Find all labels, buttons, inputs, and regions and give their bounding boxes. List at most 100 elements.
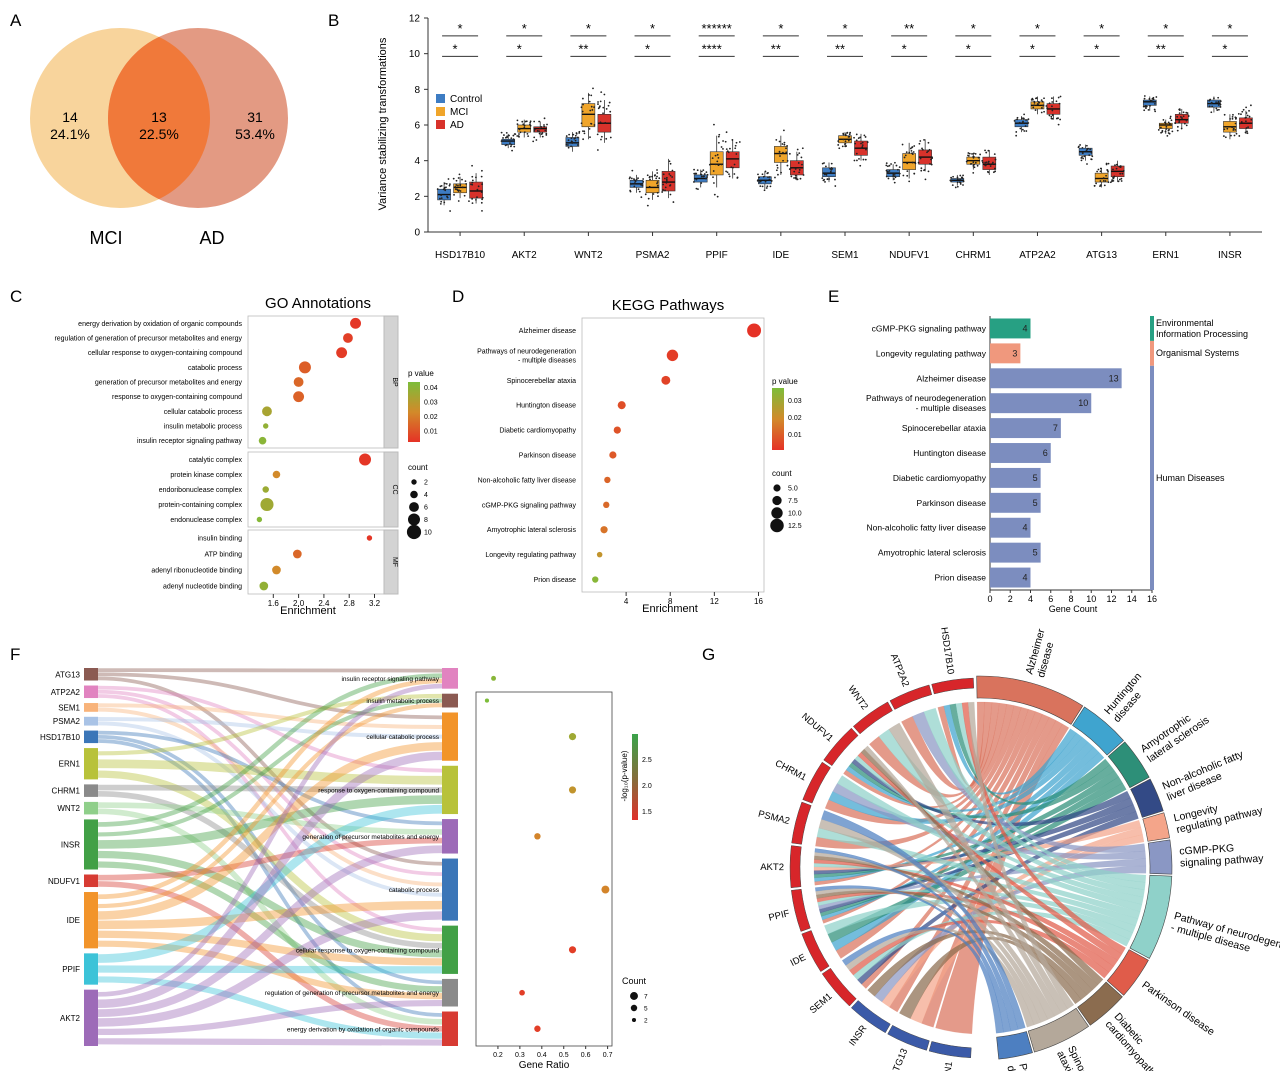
chord-pathway-arc <box>1130 778 1164 818</box>
box-jitter-point <box>656 175 658 178</box>
gene-count-category: Spinocerebellar ataxia <box>902 423 986 433</box>
box-jitter-point <box>590 123 593 125</box>
box-jitter-point <box>445 182 448 185</box>
box-jitter-point <box>504 144 507 147</box>
box-jitter-point <box>656 184 659 187</box>
kegg-legend-color-title: p value <box>772 377 798 386</box>
box-jitter-point <box>893 178 895 180</box>
sig-mark-top: * <box>458 21 463 36</box>
box-jitter-point <box>950 179 953 182</box>
box-jitter-point <box>545 134 548 136</box>
box-jitter-point <box>471 183 474 186</box>
box-jitter-point <box>910 149 913 152</box>
venn-ad-label: AD <box>199 228 224 248</box>
kegg-title: KEGG Pathways <box>612 297 725 314</box>
box-jitter-point <box>702 169 705 172</box>
box-jitter-point <box>769 185 772 188</box>
box-jitter-point <box>959 174 962 177</box>
box-jitter-point <box>913 145 916 147</box>
box-jitter-point <box>823 162 825 164</box>
box-jitter-point <box>761 173 764 176</box>
box-jitter-point <box>656 169 658 171</box>
go-term-dot <box>336 347 348 359</box>
box-jitter-point <box>575 132 578 135</box>
box-jitter-point <box>1021 117 1023 120</box>
go-legend-size-dot <box>411 479 417 485</box>
facet-strip <box>383 451 399 528</box>
box-jitter-point <box>776 164 779 167</box>
box-jitter-point <box>638 190 641 193</box>
venn-overlap-count: 13 <box>151 109 167 125</box>
box-jitter-point <box>449 210 451 212</box>
box-jitter-point <box>859 164 862 167</box>
kegg-legend-color-tick: 0.01 <box>788 432 802 439</box>
box-jitter-point <box>666 179 668 182</box>
box-jitter-point <box>994 158 997 161</box>
box-jitter-point <box>793 177 795 179</box>
sankey-term-label: generation of precursor metabolites and … <box>302 834 439 841</box>
box-jitter-point <box>1102 180 1105 182</box>
box-jitter-point <box>568 133 571 136</box>
box-jitter-point <box>471 164 473 167</box>
box-jitter-point <box>452 177 455 180</box>
box-jitter-point <box>1090 151 1093 154</box>
box-jitter-point <box>901 143 904 146</box>
box-jitter-point <box>637 188 640 191</box>
box-jitter-point <box>1180 127 1183 130</box>
sankey-link <box>97 707 443 887</box>
box-jitter-point <box>1231 126 1234 129</box>
kegg-term-label: Parkinson disease <box>519 453 576 460</box>
box-jitter-point <box>785 151 788 154</box>
box-jitter-point <box>480 201 483 204</box>
chord-pathway-arc <box>1147 839 1173 875</box>
box-jitter-point <box>1104 180 1107 182</box>
box-jitter-point <box>570 140 573 143</box>
panel-label-g: G <box>702 645 715 664</box>
sankey-diagram: ATG13 ATP2A2 SEM1 PSMA2 HSD17B10 ERN1 CHRM1 WNT… <box>40 668 652 1071</box>
chord-ribbon <box>955 702 1147 883</box>
box-jitter-point <box>574 139 577 142</box>
box-jitter-point <box>789 167 792 170</box>
kegg-term-label: Prion disease <box>534 577 577 584</box>
box-jitter-point <box>1119 165 1122 167</box>
box-jitter-point <box>536 129 539 132</box>
x-tick-label-sem1: SEM1 <box>831 250 859 261</box>
go-legend-size-dot <box>409 502 419 512</box>
box-jitter-point <box>959 183 962 185</box>
box-jitter-point <box>443 182 446 185</box>
box-jitter-point <box>713 182 715 184</box>
chord-pathway-arc <box>996 1031 1033 1060</box>
chord-gene-arc <box>928 1041 972 1059</box>
box-jitter-point <box>993 167 996 170</box>
box-jitter-point <box>846 131 849 134</box>
box-jitter-point <box>589 109 592 112</box>
chord-ribbon <box>878 729 1145 898</box>
go-title: GO Annotations <box>265 295 371 312</box>
box-jitter-point <box>1217 104 1220 106</box>
group-label-environmental: Environmental <box>1156 318 1214 328</box>
box-jitter-point <box>459 183 462 186</box>
kegg-term-dot <box>613 426 621 434</box>
gene-count-category: Prion disease <box>934 573 986 583</box>
box-jitter-point <box>758 181 761 183</box>
go-term-label: endonuclease complex <box>170 517 242 524</box>
box-jitter-point <box>567 139 570 142</box>
sankey-link <box>97 693 443 756</box>
box-jitter-point <box>959 178 962 181</box>
venn-diagram: 14 24.1% 13 22.5% 31 53.4% MCI AD <box>30 28 288 248</box>
box-jitter-point <box>634 182 636 184</box>
go-term-dot <box>343 333 353 343</box>
sig-mark-bottom: * <box>1094 41 1099 56</box>
sankey-link <box>97 694 443 932</box>
facet-strip <box>383 529 399 595</box>
go-term-dot <box>259 581 269 591</box>
box-jitter-point <box>923 168 926 171</box>
chord-ribbon <box>815 705 1022 849</box>
box-jitter-point <box>583 132 586 135</box>
box-jitter-point <box>838 147 841 150</box>
box-jitter-point <box>929 163 931 165</box>
sankey-gene-node <box>84 716 98 726</box>
box-jitter-point <box>574 137 577 139</box>
box-jitter-point <box>1095 182 1098 185</box>
box-jitter-point <box>461 186 464 189</box>
